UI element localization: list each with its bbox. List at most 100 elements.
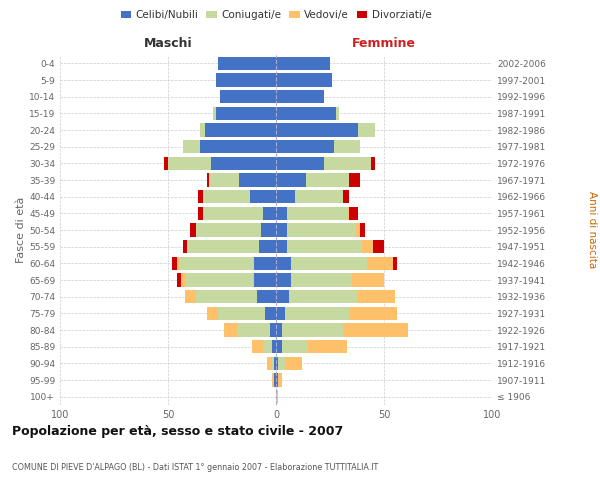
Bar <box>200 124 205 136</box>
Bar <box>356 224 360 236</box>
Bar <box>276 324 283 336</box>
Bar <box>276 106 337 120</box>
Bar <box>214 106 215 120</box>
Bar <box>323 156 371 170</box>
Bar <box>358 124 376 136</box>
Bar <box>283 340 308 353</box>
Bar <box>196 224 261 236</box>
Bar <box>367 256 392 270</box>
Bar <box>185 290 196 304</box>
Bar <box>183 240 187 254</box>
Bar <box>276 390 278 404</box>
Bar <box>278 356 284 370</box>
Bar <box>254 256 276 270</box>
Bar <box>276 174 306 186</box>
Bar <box>276 340 283 353</box>
Bar <box>276 306 284 320</box>
Bar <box>239 174 276 186</box>
Bar <box>207 306 218 320</box>
Legend: Celibi/Nubili, Coniugati/e, Vedovi/e, Divorziati/e: Celibi/Nubili, Coniugati/e, Vedovi/e, Di… <box>116 6 436 25</box>
Text: COMUNE DI PIEVE D'ALPAGO (BL) - Dati ISTAT 1° gennaio 2007 - Elaborazione TUTTIT: COMUNE DI PIEVE D'ALPAGO (BL) - Dati IST… <box>12 463 378 472</box>
Bar <box>291 256 367 270</box>
Bar <box>172 256 176 270</box>
Bar <box>352 274 384 286</box>
Bar <box>164 156 168 170</box>
Text: Popolazione per età, sesso e stato civile - 2007: Popolazione per età, sesso e stato civil… <box>12 425 343 438</box>
Bar <box>203 190 250 203</box>
Text: Maschi: Maschi <box>143 37 193 50</box>
Bar <box>276 206 287 220</box>
Bar <box>308 340 347 353</box>
Bar <box>190 224 196 236</box>
Bar <box>276 274 291 286</box>
Bar <box>257 290 276 304</box>
Bar <box>263 206 276 220</box>
Bar <box>392 256 397 270</box>
Bar <box>211 156 276 170</box>
Bar <box>306 174 349 186</box>
Bar <box>187 240 259 254</box>
Bar <box>343 324 408 336</box>
Bar <box>284 356 302 370</box>
Bar <box>250 190 276 203</box>
Bar <box>263 340 272 353</box>
Bar <box>265 306 276 320</box>
Bar <box>207 174 209 186</box>
Bar <box>373 240 384 254</box>
Bar <box>198 206 203 220</box>
Bar <box>179 256 254 270</box>
Bar <box>276 124 358 136</box>
Bar <box>276 140 334 153</box>
Text: Femmine: Femmine <box>352 37 416 50</box>
Bar <box>237 324 269 336</box>
Bar <box>215 74 276 86</box>
Bar <box>209 174 239 186</box>
Bar <box>360 224 365 236</box>
Bar <box>176 256 179 270</box>
Bar <box>276 290 289 304</box>
Bar <box>276 90 323 104</box>
Bar <box>334 140 360 153</box>
Bar <box>272 374 274 386</box>
Text: Anni di nascita: Anni di nascita <box>587 192 597 268</box>
Bar <box>181 274 185 286</box>
Bar <box>349 206 358 220</box>
Bar <box>220 90 276 104</box>
Bar <box>283 324 343 336</box>
Bar <box>371 156 376 170</box>
Bar <box>259 240 276 254</box>
Bar <box>196 290 257 304</box>
Bar <box>289 290 358 304</box>
Bar <box>337 106 338 120</box>
Bar <box>276 74 332 86</box>
Bar <box>276 240 287 254</box>
Bar <box>276 156 323 170</box>
Bar <box>268 356 272 370</box>
Bar <box>198 190 203 203</box>
Bar <box>287 206 347 220</box>
Bar <box>254 274 276 286</box>
Bar <box>276 56 330 70</box>
Bar <box>272 340 276 353</box>
Bar <box>276 224 287 236</box>
Bar <box>176 274 181 286</box>
Bar <box>349 174 360 186</box>
Bar <box>274 374 276 386</box>
Bar <box>215 106 276 120</box>
Bar <box>272 356 274 370</box>
Bar <box>185 274 254 286</box>
Bar <box>347 206 349 220</box>
Bar <box>358 290 395 304</box>
Bar <box>218 306 265 320</box>
Bar <box>183 140 200 153</box>
Bar <box>278 374 283 386</box>
Bar <box>274 356 276 370</box>
Bar <box>343 190 349 203</box>
Bar <box>205 124 276 136</box>
Bar <box>276 256 291 270</box>
Bar <box>276 374 278 386</box>
Bar <box>203 206 263 220</box>
Bar <box>287 224 356 236</box>
Bar <box>362 240 373 254</box>
Bar <box>224 324 237 336</box>
